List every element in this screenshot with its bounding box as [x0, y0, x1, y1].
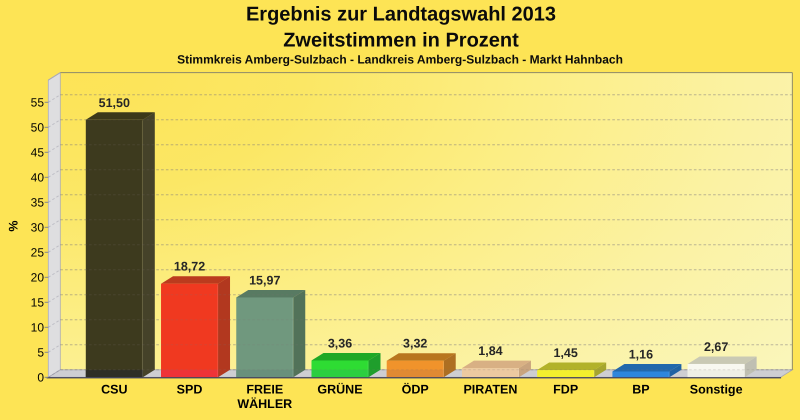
svg-text:55: 55 — [31, 96, 45, 110]
svg-text:50: 50 — [31, 121, 45, 135]
svg-text:ÖDP: ÖDP — [402, 382, 429, 396]
svg-text:Ergebnis zur Landtagswahl 2013: Ergebnis zur Landtagswahl 2013 — [246, 3, 556, 25]
svg-text:1,84: 1,84 — [478, 344, 502, 358]
svg-text:PIRATEN: PIRATEN — [463, 382, 517, 396]
svg-text:0: 0 — [37, 371, 44, 385]
svg-text:Zweitstimmen in Prozent: Zweitstimmen in Prozent — [283, 29, 519, 51]
svg-text:%: % — [7, 220, 21, 231]
svg-text:40: 40 — [31, 171, 45, 185]
svg-text:1,16: 1,16 — [629, 348, 653, 362]
svg-text:3,36: 3,36 — [328, 337, 352, 351]
svg-text:45: 45 — [31, 146, 45, 160]
svg-text:35: 35 — [31, 196, 45, 210]
svg-text:Stimmkreis Amberg-Sulzbach - L: Stimmkreis Amberg-Sulzbach - Landkreis A… — [177, 53, 623, 67]
svg-text:18,72: 18,72 — [174, 260, 205, 274]
svg-text:30: 30 — [31, 221, 45, 235]
svg-text:15: 15 — [31, 296, 45, 310]
svg-text:51,50: 51,50 — [99, 96, 130, 110]
svg-text:FREIE: FREIE — [246, 382, 283, 396]
svg-text:SPD: SPD — [177, 382, 203, 396]
svg-text:15,97: 15,97 — [249, 273, 280, 287]
svg-text:2,67: 2,67 — [704, 340, 728, 354]
svg-text:5: 5 — [37, 346, 44, 360]
svg-text:3,32: 3,32 — [403, 337, 427, 351]
svg-text:GRÜNE: GRÜNE — [317, 382, 362, 396]
svg-text:CSU: CSU — [101, 382, 127, 396]
svg-text:FDP: FDP — [553, 382, 578, 396]
svg-text:BP: BP — [632, 382, 649, 396]
svg-text:25: 25 — [31, 246, 45, 260]
svg-text:20: 20 — [31, 271, 45, 285]
svg-text:WÄHLER: WÄHLER — [237, 397, 292, 411]
svg-text:1,45: 1,45 — [554, 346, 578, 360]
svg-text:10: 10 — [31, 321, 45, 335]
svg-text:Sonstige: Sonstige — [690, 382, 743, 396]
